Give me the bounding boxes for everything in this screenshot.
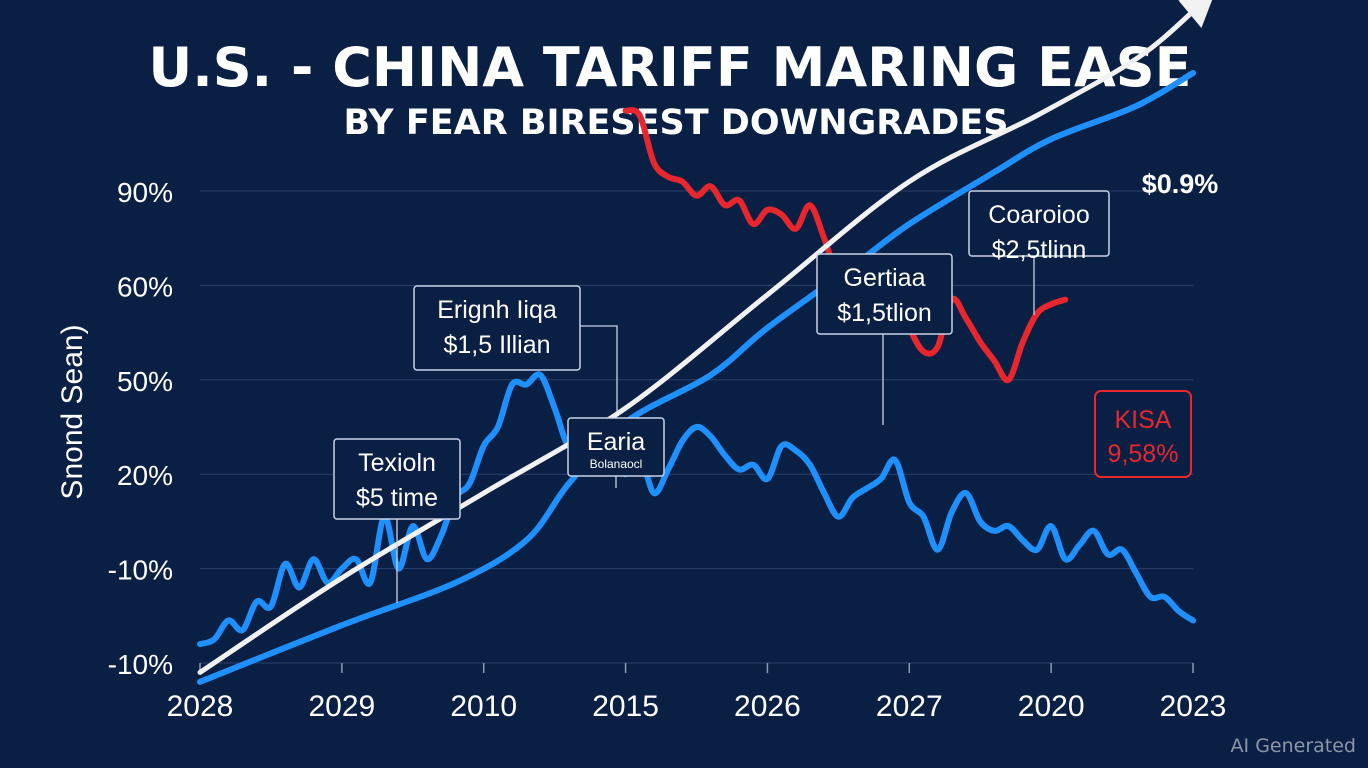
annotation-value: $1,5 Illian bbox=[443, 331, 550, 359]
annotation-title: Erignh Iiqa bbox=[437, 296, 557, 324]
x-tick-label: 2010 bbox=[450, 690, 517, 723]
chart-title: U.S. - CHINA TARIFF MARING EASE bbox=[148, 36, 1191, 99]
arrow-head-icon bbox=[1178, 0, 1213, 29]
x-tick-label: 2027 bbox=[876, 690, 943, 723]
annotation-title: Texioln bbox=[358, 449, 436, 477]
watermark: AI Generated bbox=[1231, 735, 1356, 757]
x-tick-label: 2028 bbox=[167, 690, 234, 723]
annotation-frame bbox=[816, 253, 953, 335]
annotation-frame bbox=[567, 417, 665, 477]
annotation-box: Texioln $5 time bbox=[333, 438, 461, 603]
y-tick-label: 60% bbox=[117, 271, 173, 302]
y-tick-label: 50% bbox=[117, 366, 173, 397]
y-axis: 90% 60% 50% 20% -10% -10% bbox=[108, 177, 173, 680]
x-tick-label: 2026 bbox=[734, 690, 801, 723]
series-blue-volatile bbox=[197, 371, 1196, 648]
y-tick-label: -10% bbox=[108, 649, 173, 680]
annotation-leader-line bbox=[580, 325, 618, 412]
annotations: Texioln $5 time Erignh Iiqa $1,5 Illian Eari… bbox=[333, 190, 1192, 603]
annotation-title: Gertiaa bbox=[844, 264, 926, 292]
arrow-label: $0.9% bbox=[1142, 169, 1219, 199]
x-tick-label: 2029 bbox=[308, 690, 375, 723]
y-tick-label: -10% bbox=[108, 555, 173, 586]
y-tick-label: 20% bbox=[117, 460, 173, 491]
annotation-title: Coaroioo bbox=[988, 201, 1089, 229]
annotation-value: $1,5tlion bbox=[837, 299, 932, 327]
x-tick-label: 2023 bbox=[1160, 690, 1227, 723]
annotation-title: Earia bbox=[587, 428, 645, 456]
series-blue-smooth bbox=[197, 70, 1196, 685]
annotation-frame bbox=[968, 190, 1110, 257]
x-tick-label: 2015 bbox=[592, 690, 659, 723]
x-tick-label: 2020 bbox=[1018, 690, 1085, 723]
annotation-box: Gertiaa $1,5tlion bbox=[816, 253, 953, 425]
y-axis-label: Snond Sean) bbox=[56, 324, 89, 499]
series-white-trend bbox=[197, 9, 1196, 675]
highlight-box: KISA 9,58% bbox=[1094, 390, 1192, 478]
annotation-value: $5 time bbox=[356, 484, 438, 512]
highlight-frame bbox=[1094, 390, 1192, 478]
annotation-frame bbox=[413, 285, 581, 371]
annotation-box: Coaroioo $2,5tlinn bbox=[968, 190, 1110, 315]
highlight-title: KISA bbox=[1115, 406, 1172, 434]
annotation-frame bbox=[333, 438, 461, 520]
annotation-box: Erignh Iiqa $1,5 Illian bbox=[413, 285, 618, 412]
chart-subtitle: BY FEAR BIRESEST DOWNGRADES bbox=[344, 103, 1009, 143]
highlight-value: 9,58% bbox=[1108, 440, 1179, 468]
annotation-value: $2,5tlinn bbox=[992, 236, 1087, 264]
annotation-value: Bolanaocl bbox=[590, 457, 643, 471]
x-axis: 2028 2029 2010 2015 2026 2027 2020 2023 bbox=[167, 690, 1227, 723]
y-tick-label: 90% bbox=[117, 177, 173, 208]
